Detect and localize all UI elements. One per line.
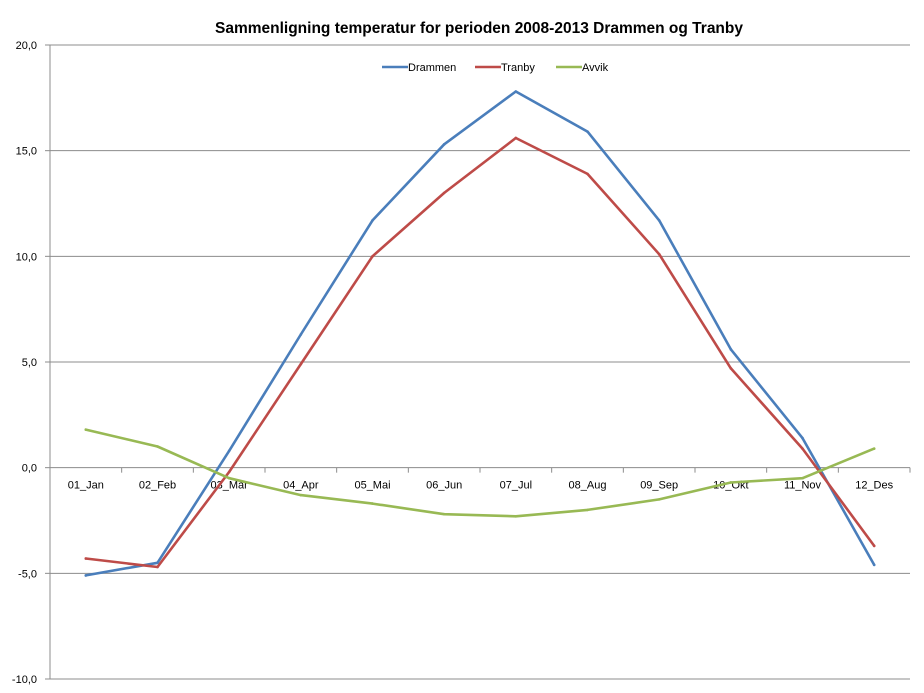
data-point — [442, 143, 446, 146]
data-point — [371, 255, 374, 258]
data-point — [84, 557, 88, 560]
data-point — [371, 219, 374, 222]
data-point — [156, 561, 159, 565]
legend: Drammen Tranby Avvik — [382, 62, 609, 74]
data-point — [657, 498, 661, 501]
y-tick-label: -10,0 — [12, 674, 37, 686]
series-line-drammen — [84, 90, 876, 577]
data-point — [657, 219, 661, 222]
x-tick-label: 08_Aug — [569, 480, 607, 492]
y-tick-label: 10,0 — [16, 251, 37, 263]
data-point — [442, 191, 446, 195]
x-tick-label: 11_Nov — [784, 480, 822, 492]
legend-label: Drammen — [408, 62, 456, 74]
data-point — [872, 563, 876, 567]
series-line-avvik — [84, 428, 876, 518]
data-point — [657, 252, 661, 256]
x-tick-label: 06_Jun — [426, 480, 462, 492]
data-point — [586, 130, 589, 133]
y-tick-label: 20,0 — [16, 40, 37, 52]
data-point — [299, 362, 303, 366]
data-point — [84, 574, 88, 577]
data-point — [801, 476, 804, 480]
data-point — [872, 544, 876, 548]
y-tick-label: -5,0 — [18, 568, 37, 580]
data-point — [227, 476, 231, 480]
x-tick-label: 09_Sep — [640, 480, 678, 492]
y-tick-label: 0,0 — [22, 463, 37, 475]
data-point — [371, 502, 374, 505]
legend-label: Avvik — [582, 62, 609, 74]
x-tick-label: 12_Des — [855, 480, 893, 492]
data-point — [729, 348, 733, 351]
data-point — [801, 436, 804, 440]
chart-title: Sammenligning temperatur for perioden 20… — [215, 20, 743, 37]
data-point — [84, 428, 88, 431]
data-point — [586, 172, 589, 176]
data-point — [227, 470, 231, 474]
y-tick-label: 5,0 — [22, 357, 37, 369]
series-lines — [84, 90, 876, 577]
data-point — [514, 136, 518, 140]
y-tick-label: 15,0 — [16, 146, 37, 158]
x-tick-label: 04_Apr — [283, 480, 319, 492]
data-point — [156, 565, 159, 569]
x-tick-label: 02_Feb — [139, 480, 176, 492]
data-point — [156, 445, 159, 448]
data-point — [801, 447, 804, 450]
gridlines — [50, 44, 910, 680]
data-point — [514, 90, 518, 93]
data-point — [442, 512, 446, 516]
data-point — [729, 367, 733, 370]
data-point — [586, 508, 589, 512]
data-point — [227, 449, 231, 453]
x-tick-label: 01_Jan — [68, 480, 104, 492]
series-line-tranby — [84, 136, 876, 569]
legend-label: Tranby — [501, 62, 535, 74]
data-point — [729, 481, 733, 484]
axes: -10,0 -5,0 0,0 5,0 10,0 15,0 20,0 01_Jan 02_Feb 0… — [12, 40, 911, 686]
data-point — [872, 447, 876, 450]
x-tick-label: 07_Jul — [500, 480, 532, 492]
data-point — [514, 514, 518, 518]
data-point — [299, 333, 303, 336]
x-tick-label: 05_Mai — [354, 480, 390, 492]
data-point — [299, 493, 303, 497]
